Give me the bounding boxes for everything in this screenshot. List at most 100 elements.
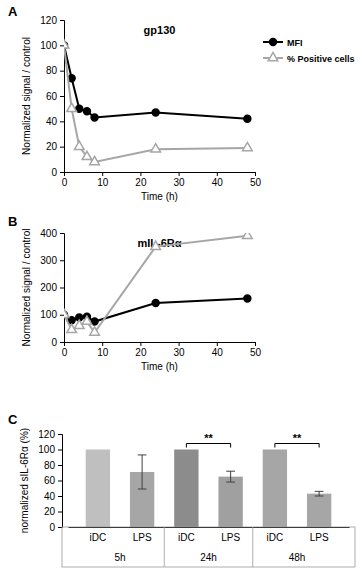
panel-label: B [8, 214, 17, 229]
tick: 0 [51, 167, 64, 178]
tick: 50 [250, 172, 262, 188]
x-axis: 01020304050 [62, 342, 262, 358]
tick-label: 20 [135, 347, 147, 358]
annotation: ** [293, 432, 302, 444]
panel-label: C [8, 412, 18, 427]
tick: 300 [40, 255, 64, 266]
tick-mark [60, 121, 64, 122]
tick-label: 0 [51, 167, 57, 178]
legend-marker [270, 39, 277, 46]
tick-label: 20 [46, 141, 58, 152]
axis-line [58, 435, 63, 528]
y-axis: 0100200300400 [40, 228, 64, 348]
plot-area [64, 40, 252, 165]
data-point [74, 141, 84, 149]
bar [86, 450, 110, 528]
tick: 120 [40, 15, 64, 26]
y-axis-title: Normalized signal / control [21, 37, 32, 155]
error-cap [315, 491, 324, 492]
data-point [82, 151, 92, 159]
legend-label: % Positive cells [287, 54, 355, 64]
tick-label: 0 [49, 522, 55, 533]
tick: 20 [46, 141, 64, 152]
tick-mark [60, 20, 64, 21]
tick-label: 50 [250, 347, 262, 358]
data-point [83, 108, 90, 115]
tick-label: 10 [97, 177, 109, 188]
tick: 30 [174, 172, 186, 188]
tick-label: 40 [46, 116, 58, 127]
bar [218, 477, 242, 527]
data-point [243, 142, 253, 150]
tick-mark [58, 465, 62, 466]
tick-label: LPS [310, 532, 329, 543]
tick-mark [58, 527, 62, 528]
series-line [64, 236, 247, 333]
error-cap [138, 454, 147, 455]
tick-label: 100 [40, 40, 57, 51]
y-axis: 020406080100120 [38, 429, 62, 533]
tick-mark [140, 172, 141, 176]
tick-label: 120 [40, 15, 57, 26]
data-point [243, 233, 253, 239]
panel-label: A [8, 4, 18, 19]
tick: 50 [250, 342, 262, 358]
tick: LPS [133, 532, 152, 543]
tick: 100 [40, 40, 64, 51]
data-point [91, 114, 98, 121]
bar [174, 450, 198, 528]
error-stem [230, 471, 231, 482]
chart-title: mIL-6Rα [137, 237, 181, 249]
tick: 60 [46, 91, 64, 102]
tick-label: 100 [40, 309, 57, 320]
tick: 200 [40, 282, 64, 293]
tick: 0 [49, 522, 62, 533]
y-axis: 0 20 40 60 80 100 120 [40, 15, 64, 178]
tick: 80 [46, 65, 64, 76]
series-line [64, 45, 247, 162]
tick: iDC [90, 532, 107, 543]
tick-label: 100 [38, 444, 55, 455]
error-stem [142, 455, 143, 489]
data-point [151, 144, 161, 152]
group-label: 5h [114, 552, 125, 563]
tick-label: 300 [40, 255, 57, 266]
bar [307, 494, 331, 527]
tick-mark [255, 172, 256, 176]
tick-label: 400 [40, 228, 57, 239]
tick-mark [60, 147, 64, 148]
tick: 10 [97, 342, 109, 358]
plot-area [86, 450, 332, 528]
axis-line [60, 21, 65, 173]
legend-marker [268, 52, 278, 60]
tick-mark [102, 172, 103, 176]
tick-mark [58, 512, 62, 513]
tick-label: 60 [46, 91, 58, 102]
error-cap [138, 489, 147, 490]
tick-label: LPS [221, 532, 240, 543]
error-cap [226, 471, 235, 472]
tick-label: 20 [44, 506, 56, 517]
error-cap [226, 482, 235, 483]
x-axis: 01020304050 [62, 172, 262, 188]
tick: 10 [97, 172, 109, 188]
y-axis-title: normalized sIL-6Rα (%) [19, 428, 30, 533]
tick: 40 [212, 172, 224, 188]
tick: 60 [44, 475, 62, 486]
tick-label: LPS [133, 532, 152, 543]
data-point [90, 327, 100, 335]
legend-label: MFI [287, 38, 303, 48]
tick: 40 [44, 491, 62, 502]
tick: 0 [62, 172, 68, 188]
tick: 40 [212, 342, 224, 358]
tick-label: 80 [46, 65, 58, 76]
tick: 40 [46, 116, 64, 127]
tick-label: 0 [62, 347, 68, 358]
data-point [152, 109, 159, 116]
tick-label: 40 [212, 347, 224, 358]
tick-mark [140, 342, 141, 346]
tick-mark [60, 342, 64, 343]
tick: LPS [310, 532, 329, 543]
tick-mark [58, 434, 62, 435]
y-axis-title: Normalized signal / control [21, 229, 32, 347]
